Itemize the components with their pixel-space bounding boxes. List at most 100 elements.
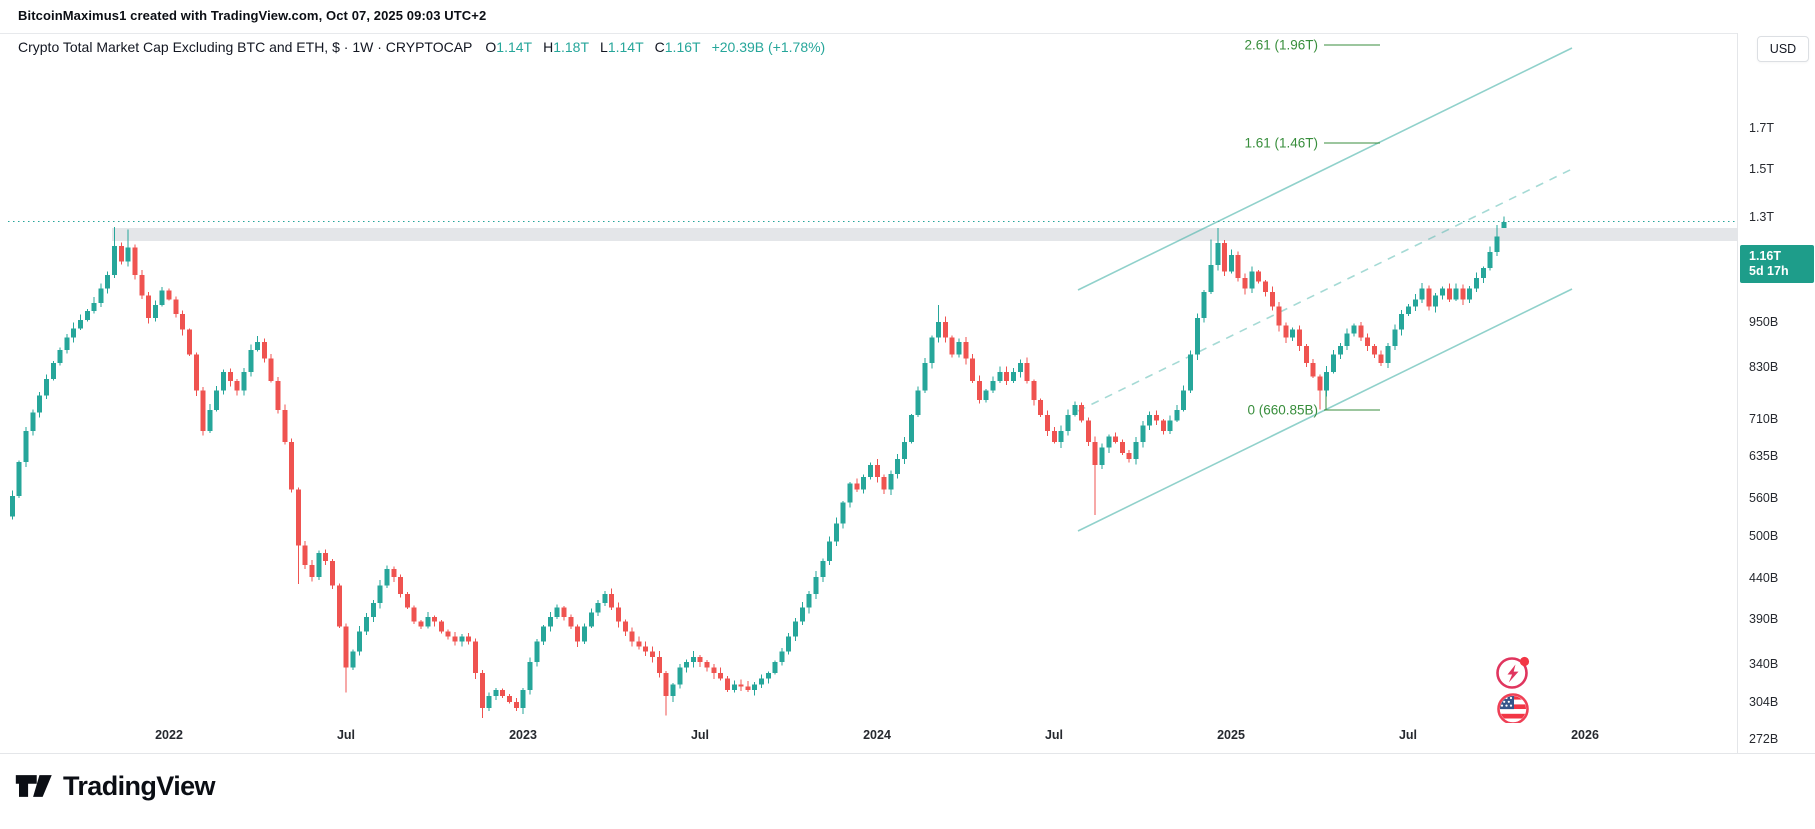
candle (1365, 333, 1371, 351)
candle (1208, 239, 1214, 294)
tradingview-logo[interactable]: TradingView (14, 770, 216, 802)
candle (1222, 239, 1228, 277)
candle (132, 244, 138, 280)
candle (874, 459, 880, 483)
candle (500, 688, 506, 698)
candle (418, 619, 424, 629)
candle (1167, 415, 1173, 434)
chart-legend[interactable]: Crypto Total Market Cap Excluding BTC an… (18, 39, 831, 55)
candle (261, 338, 267, 363)
time-tick-label: Jul (336, 728, 356, 742)
candle (1419, 282, 1425, 304)
candle (336, 583, 342, 629)
channel-midline-dashed[interactable] (1077, 168, 1573, 412)
candle (1113, 432, 1119, 444)
candle (650, 646, 656, 663)
candle (411, 605, 417, 624)
candle (1215, 227, 1221, 271)
candle (214, 385, 220, 412)
candle (738, 679, 744, 691)
candle (663, 671, 669, 716)
candle (575, 624, 581, 648)
candle (554, 604, 560, 620)
candle (1412, 293, 1418, 311)
candle (221, 369, 227, 395)
candle (1324, 366, 1330, 397)
candle (1467, 286, 1473, 304)
event-flash-icon[interactable] (1494, 653, 1532, 691)
candle (1290, 327, 1296, 342)
candle (398, 574, 404, 598)
candle (112, 227, 118, 279)
candle (30, 409, 36, 436)
ohlc-close: C1.16T (654, 39, 701, 55)
candle (452, 632, 458, 646)
candle (139, 270, 145, 300)
candle (793, 618, 799, 642)
time-scale[interactable]: 2022 Jul 2023 Jul 2024 Jul 2025 Jul 2026 (0, 723, 1737, 753)
candle (316, 550, 322, 580)
candle (207, 404, 213, 434)
candle (1331, 350, 1337, 374)
candle (786, 632, 792, 655)
candle (357, 626, 363, 656)
symbol-title[interactable]: Crypto Total Market Cap Excluding BTC an… (18, 39, 473, 55)
price-scale[interactable]: USD 1.16T 5d 17h 1.7T 1.5T 1.3T 950B 830B 710… (1737, 33, 1815, 753)
price-tick-label: 1.5T (1749, 162, 1775, 176)
candle (391, 566, 397, 582)
candle (289, 438, 295, 493)
candle (268, 353, 274, 383)
candle (275, 376, 281, 414)
candle (466, 633, 472, 645)
candle (1440, 286, 1445, 300)
price-tick-label: 950B (1749, 315, 1779, 329)
candle (1256, 270, 1262, 284)
candle (1174, 404, 1180, 422)
candle (684, 659, 690, 673)
ohlc-change: +20.39B (+1.78%) (711, 39, 826, 55)
candle (248, 344, 254, 377)
candle (459, 633, 465, 647)
candle (323, 549, 329, 565)
candle (1106, 434, 1112, 454)
currency-usd-button[interactable]: USD (1757, 36, 1809, 62)
candle (1317, 374, 1323, 410)
candle (1460, 284, 1466, 305)
candle (445, 629, 451, 640)
candle (404, 592, 410, 610)
candle (833, 517, 839, 547)
candle (64, 333, 70, 354)
candle (1385, 342, 1391, 368)
candle (1249, 266, 1255, 294)
candle (806, 591, 812, 614)
candlestick-series (9, 216, 1507, 719)
candle (91, 297, 97, 314)
candle (234, 378, 240, 396)
candle (1181, 385, 1187, 412)
price-tick-label: 272B (1749, 732, 1779, 746)
candle (970, 353, 976, 384)
candle (779, 647, 785, 666)
candle (922, 357, 928, 393)
candle (1079, 402, 1085, 423)
candle (609, 588, 615, 611)
candle (1262, 279, 1268, 297)
chart-top-border (0, 33, 1815, 34)
candle (983, 388, 989, 403)
channel-line[interactable] (1077, 47, 1573, 291)
candle (1446, 283, 1452, 302)
time-tick-label: Jul (1044, 728, 1064, 742)
candle (936, 304, 942, 343)
candle (105, 271, 111, 294)
candle (799, 602, 805, 625)
candle (534, 639, 540, 667)
candle (745, 680, 751, 693)
chart-pane[interactable]: 2.61 (1.96T) 1.61 (1.46T) 0 (660.85B) (0, 33, 1737, 753)
axis-separator (0, 753, 1815, 754)
candle (1426, 285, 1432, 311)
candle (1453, 283, 1459, 301)
candle (166, 288, 172, 301)
candle (1058, 425, 1064, 448)
time-tick-label: 2024 (863, 728, 891, 742)
